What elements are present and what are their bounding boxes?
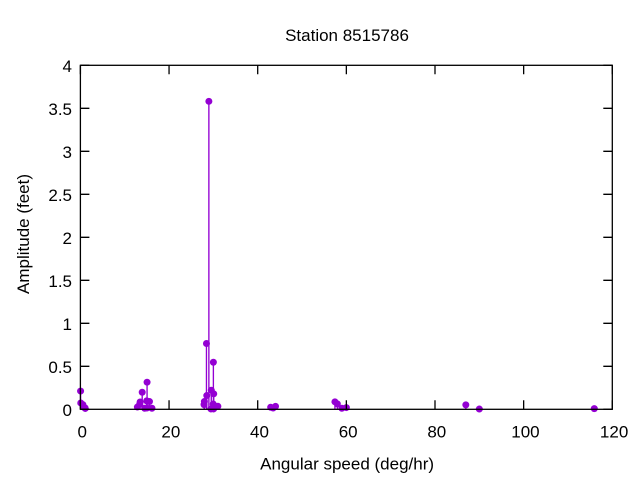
svg-text:3.5: 3.5	[48, 100, 72, 119]
svg-text:Angular speed (deg/hr): Angular speed (deg/hr)	[260, 455, 434, 474]
svg-text:4: 4	[63, 57, 72, 76]
svg-text:100: 100	[511, 423, 539, 442]
svg-text:120: 120	[600, 423, 628, 442]
svg-text:80: 80	[427, 423, 446, 442]
svg-text:1: 1	[63, 315, 72, 334]
svg-text:60: 60	[339, 423, 358, 442]
svg-text:1.5: 1.5	[48, 272, 72, 291]
svg-text:2.5: 2.5	[48, 186, 72, 205]
svg-text:Station 8515786: Station 8515786	[285, 26, 409, 45]
svg-text:3: 3	[63, 143, 72, 162]
svg-text:2: 2	[63, 229, 72, 248]
svg-text:Amplitude (feet): Amplitude (feet)	[14, 174, 33, 294]
svg-text:0: 0	[77, 423, 86, 442]
svg-text:0.5: 0.5	[48, 358, 72, 377]
svg-text:40: 40	[250, 423, 269, 442]
svg-text:20: 20	[161, 423, 180, 442]
svg-text:0: 0	[63, 401, 72, 420]
